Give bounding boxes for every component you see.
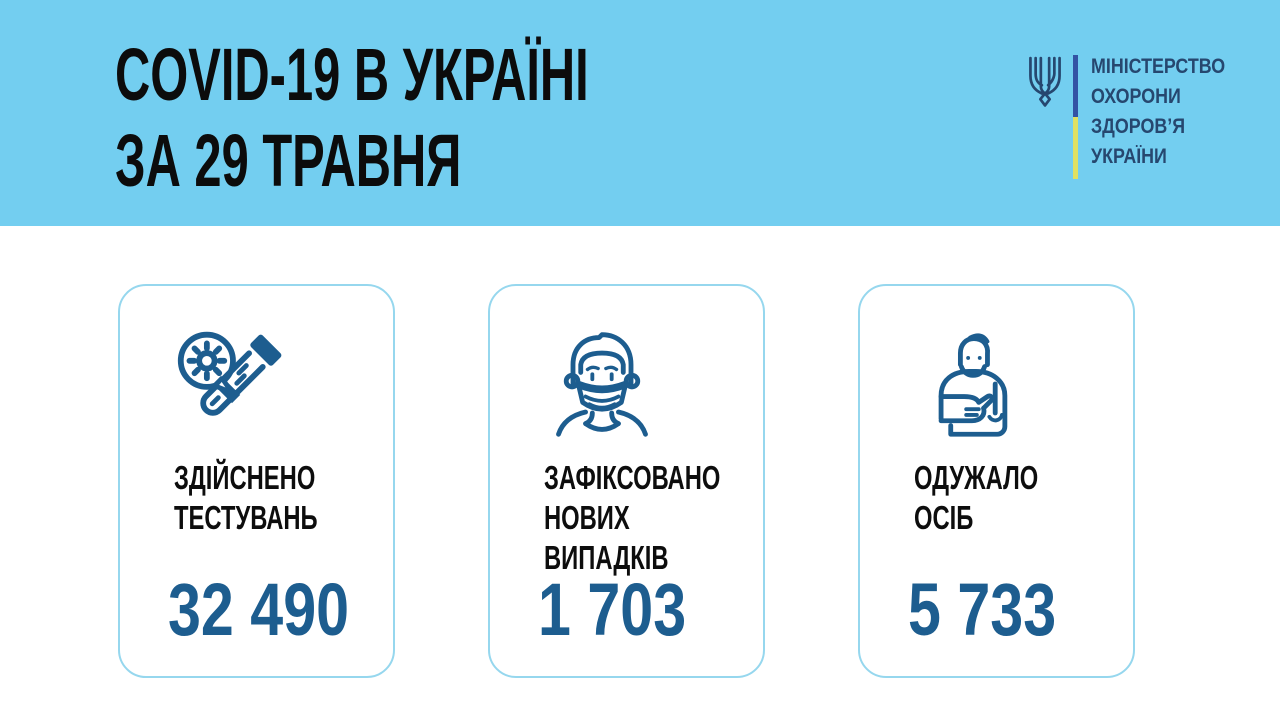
logo-line-2: ОХОРОНИ <box>1091 85 1181 108</box>
flag-bar <box>1073 55 1078 179</box>
card-recovered-icon-box <box>914 326 1115 444</box>
card-tests-label-line-1: ЗДІЙСНЕНО <box>174 459 316 496</box>
card-new-cases-label-line-3: ВИПАДКІВ <box>544 539 669 576</box>
new-cases-value: 1 703 <box>538 568 687 651</box>
trident-icon <box>1029 56 1061 107</box>
stats-cards: ЗДІЙСНЕНО ТЕСТУВАНЬ 32 490 <box>118 284 1135 678</box>
card-tests: ЗДІЙСНЕНО ТЕСТУВАНЬ 32 490 <box>118 284 395 678</box>
flag-blue-segment <box>1073 55 1078 117</box>
card-new-cases: ЗАФІКСОВАНО НОВИХ ВИПАДКІВ 1 703 <box>488 284 765 678</box>
masked-person-icon <box>556 332 648 437</box>
title-line-1: COVID-19 В УКРАЇНІ <box>115 33 589 116</box>
card-tests-label: ЗДІЙСНЕНО ТЕСТУВАНЬ <box>174 458 375 538</box>
tests-value: 32 490 <box>168 568 350 651</box>
title-line-2: ЗА 29 ТРАВНЯ <box>115 119 462 202</box>
card-tests-label-line-2: ТЕСТУВАНЬ <box>174 499 318 536</box>
card-new-cases-label: ЗАФІКСОВАНО НОВИХ ВИПАДКІВ <box>544 458 745 578</box>
card-new-cases-icon-box <box>544 326 745 444</box>
flag-yellow-segment <box>1073 117 1078 179</box>
card-recovered-label-line-2: ОСІБ <box>914 499 974 536</box>
card-recovered-label-line-1: ОДУЖАЛО <box>914 459 1039 496</box>
card-recovered-label: ОДУЖАЛО ОСІБ <box>914 458 1115 538</box>
logo-line-4: УКРАЇНИ <box>1091 145 1167 168</box>
card-recovered: ОДУЖАЛО ОСІБ 5 733 <box>858 284 1135 678</box>
ministry-logo: МІНІСТЕРСТВО ОХОРОНИ ЗДОРОВ’Я УКРАЇНИ <box>1026 52 1249 179</box>
logo-line-1: МІНІСТЕРСТВО <box>1091 55 1226 78</box>
page-title: COVID-19 В УКРАЇНІ ЗА 29 ТРАВНЯ <box>115 32 833 204</box>
logo-line-3: ЗДОРОВ’Я <box>1091 115 1186 138</box>
recovered-person-icon <box>938 333 1008 437</box>
ministry-logo-text: МІНІСТЕРСТВО ОХОРОНИ ЗДОРОВ’Я УКРАЇНИ <box>1091 52 1249 172</box>
card-tests-icon-box <box>174 326 375 444</box>
card-new-cases-label-line-2: НОВИХ <box>544 499 630 536</box>
test-tube-virus-icon <box>177 331 282 416</box>
card-new-cases-label-line-1: ЗАФІКСОВАНО <box>544 459 721 496</box>
recovered-value: 5 733 <box>908 568 1057 651</box>
header-band: COVID-19 В УКРАЇНІ ЗА 29 ТРАВНЯ МІНІСТЕР… <box>0 0 1280 226</box>
